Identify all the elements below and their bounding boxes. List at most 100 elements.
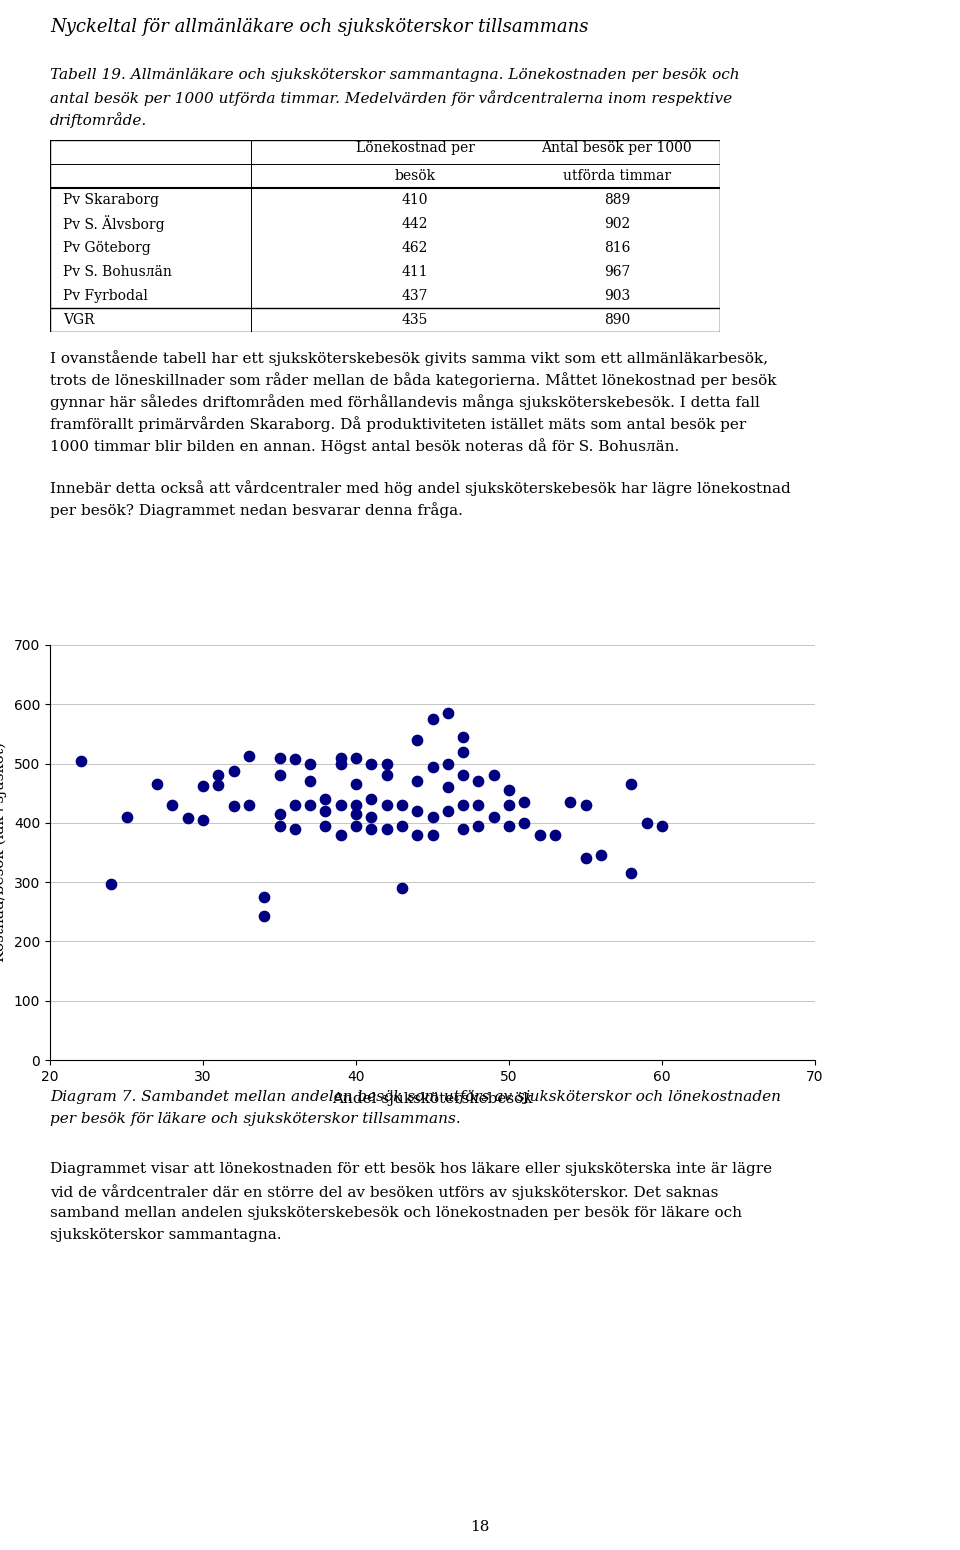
Point xyxy=(104,871,119,896)
Point xyxy=(348,814,364,839)
Text: Pv Fyrbodal: Pv Fyrbodal xyxy=(63,288,148,302)
Text: 1000 timmar blir bilden en annan. Högst antal besök noteras då för S. Bohusлän.: 1000 timmar blir bilden en annan. Högst … xyxy=(50,439,680,454)
Point xyxy=(272,746,287,770)
Point xyxy=(73,749,88,773)
Point xyxy=(333,752,348,777)
Point xyxy=(410,798,425,823)
Point xyxy=(226,794,241,818)
Point xyxy=(639,811,655,835)
Point xyxy=(379,752,395,777)
Text: Pv S. Bohusлän: Pv S. Bohusлän xyxy=(63,265,172,279)
Text: Pv Skaraborg: Pv Skaraborg xyxy=(63,194,159,208)
Point xyxy=(455,724,470,749)
Point xyxy=(348,792,364,817)
Point xyxy=(395,814,410,839)
Point xyxy=(425,823,441,848)
Point xyxy=(440,752,455,777)
Y-axis label: Kostnad/besök (läk+sjusköt): Kostnad/besök (läk+sjusköt) xyxy=(0,742,7,963)
Point xyxy=(578,792,593,817)
Text: 903: 903 xyxy=(604,288,630,302)
Point xyxy=(256,904,272,928)
Point xyxy=(379,817,395,842)
Point xyxy=(302,792,318,817)
Point xyxy=(425,755,441,780)
Text: per besök för läkare och sjuksköterskor tillsammans.: per besök för läkare och sjuksköterskor … xyxy=(50,1111,461,1125)
Point xyxy=(348,801,364,826)
Point xyxy=(364,787,379,812)
Point xyxy=(501,778,516,803)
Point xyxy=(318,814,333,839)
Point xyxy=(287,792,302,817)
Point xyxy=(272,801,287,826)
Text: Pv Göteborg: Pv Göteborg xyxy=(63,240,151,256)
Point xyxy=(532,823,547,848)
Text: 462: 462 xyxy=(402,240,428,256)
Text: Pv S. Älvsborg: Pv S. Älvsborg xyxy=(63,215,165,232)
Text: Tabell 19. Allmänläkare och sjuksköterskor sammantagna. Lönekostnaden per besök : Tabell 19. Allmänläkare och sjukskötersk… xyxy=(50,68,739,82)
Point xyxy=(470,814,486,839)
Point xyxy=(455,763,470,787)
Text: 435: 435 xyxy=(402,313,428,327)
Point xyxy=(624,772,639,797)
Point xyxy=(379,792,395,817)
Text: Innebär detta också att vårdcentraler med hög andel sjuksköterskebesök har lägre: Innebär detta också att vårdcentraler me… xyxy=(50,480,791,496)
Text: Diagram 7. Sambandet mellan andelen besök som utförs av sjuksköterskor och lönek: Diagram 7. Sambandet mellan andelen besö… xyxy=(50,1090,781,1104)
Text: utförda timmar: utförda timmar xyxy=(563,169,671,183)
Point xyxy=(348,772,364,797)
Point xyxy=(195,773,210,798)
Text: vid de vårdcentraler där en större del av besöken utförs av sjuksköterskor. Det : vid de vårdcentraler där en större del a… xyxy=(50,1184,718,1200)
Text: framförallt primärvården Skaraborg. Då produktiviteten istället mäts som antal b: framförallt primärvården Skaraborg. Då p… xyxy=(50,415,746,432)
Point xyxy=(379,763,395,787)
Text: Nyckeltal för allmänläkare och sjuksköterskor tillsammans: Nyckeltal för allmänläkare och sjuksköte… xyxy=(50,19,588,36)
Text: 437: 437 xyxy=(402,288,428,302)
Point xyxy=(516,789,532,814)
Point xyxy=(455,792,470,817)
Point xyxy=(563,789,578,814)
Point xyxy=(226,758,241,783)
Point xyxy=(348,746,364,770)
Text: 411: 411 xyxy=(402,265,428,279)
Point xyxy=(302,769,318,794)
Text: 902: 902 xyxy=(604,217,630,231)
Point xyxy=(516,811,532,835)
Point xyxy=(501,792,516,817)
Text: 18: 18 xyxy=(470,1521,490,1534)
Text: Diagrammet visar att lönekostnaden för ett besök hos läkare eller sjuksköterska : Diagrammet visar att lönekostnaden för e… xyxy=(50,1162,772,1176)
Point xyxy=(364,804,379,829)
Point xyxy=(440,798,455,823)
Point xyxy=(547,823,563,848)
Point xyxy=(287,817,302,842)
Point xyxy=(455,739,470,764)
Point xyxy=(501,814,516,839)
Point xyxy=(410,769,425,794)
Text: Antal besök per 1000: Antal besök per 1000 xyxy=(541,141,692,155)
Point xyxy=(318,787,333,812)
Point xyxy=(241,792,256,817)
Text: gynnar här således driftområden med förhållandevis många sjuksköterskebesök. I d: gynnar här således driftområden med förh… xyxy=(50,394,760,409)
Point xyxy=(395,792,410,817)
Point xyxy=(395,876,410,901)
Point xyxy=(180,806,196,831)
Point xyxy=(272,814,287,839)
Text: driftområde.: driftområde. xyxy=(50,112,147,129)
Point xyxy=(470,769,486,794)
Point xyxy=(578,846,593,871)
Point xyxy=(655,814,670,839)
Text: antal besök per 1000 utförda timmar. Medelvärden för vårdcentralerna inom respek: antal besök per 1000 utförda timmar. Med… xyxy=(50,90,732,105)
Point xyxy=(333,823,348,848)
Text: besök: besök xyxy=(395,169,436,183)
Text: sjuksköterskor sammantagna.: sjuksköterskor sammantagna. xyxy=(50,1228,281,1242)
X-axis label: Andel sjuksköterskebesök: Andel sjuksköterskebesök xyxy=(332,1093,533,1107)
Point xyxy=(440,701,455,725)
Point xyxy=(333,792,348,817)
Point xyxy=(364,752,379,777)
Text: 967: 967 xyxy=(604,265,630,279)
Point xyxy=(272,763,287,787)
Point xyxy=(302,752,318,777)
Point xyxy=(486,763,501,787)
Point xyxy=(455,817,470,842)
Point xyxy=(318,798,333,823)
Point xyxy=(150,772,165,797)
Text: Lönekostnad per: Lönekostnad per xyxy=(355,141,474,155)
Point xyxy=(256,885,272,910)
